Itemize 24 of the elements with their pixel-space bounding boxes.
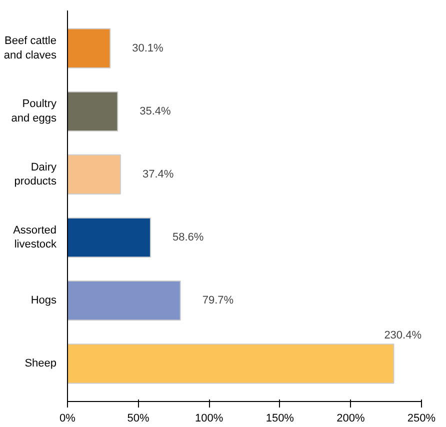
bar	[68, 28, 111, 68]
x-tick-label: 0%	[60, 412, 76, 424]
x-tick-label: 100%	[195, 412, 224, 424]
x-tick-label: 50%	[127, 412, 150, 424]
x-tick-label: 150%	[266, 412, 294, 424]
data-label: 230.4%	[384, 329, 422, 342]
bar	[68, 154, 121, 195]
data-label: 79.7%	[202, 294, 234, 307]
data-label: 37.4%	[142, 168, 174, 180]
x-tick-label: 250%	[407, 412, 436, 424]
data-label: 30.1%	[132, 42, 164, 54]
y-tick-label: Beef cattle and claves	[4, 35, 57, 62]
y-tick-label: Dairy products	[14, 161, 57, 188]
bar	[68, 91, 118, 132]
data-label: 58.6%	[172, 232, 204, 244]
y-tick-label: Sheep	[24, 358, 57, 370]
data-label: 35.4%	[140, 105, 172, 118]
bar	[68, 344, 394, 384]
bar	[68, 217, 151, 258]
y-tick-label: Assorted livestock	[13, 224, 57, 251]
bar	[68, 280, 181, 321]
x-tick-label: 200%	[336, 412, 365, 424]
y-tick-label: Poultry and eggs	[11, 98, 57, 125]
y-tick-label: Hogs	[30, 294, 57, 307]
